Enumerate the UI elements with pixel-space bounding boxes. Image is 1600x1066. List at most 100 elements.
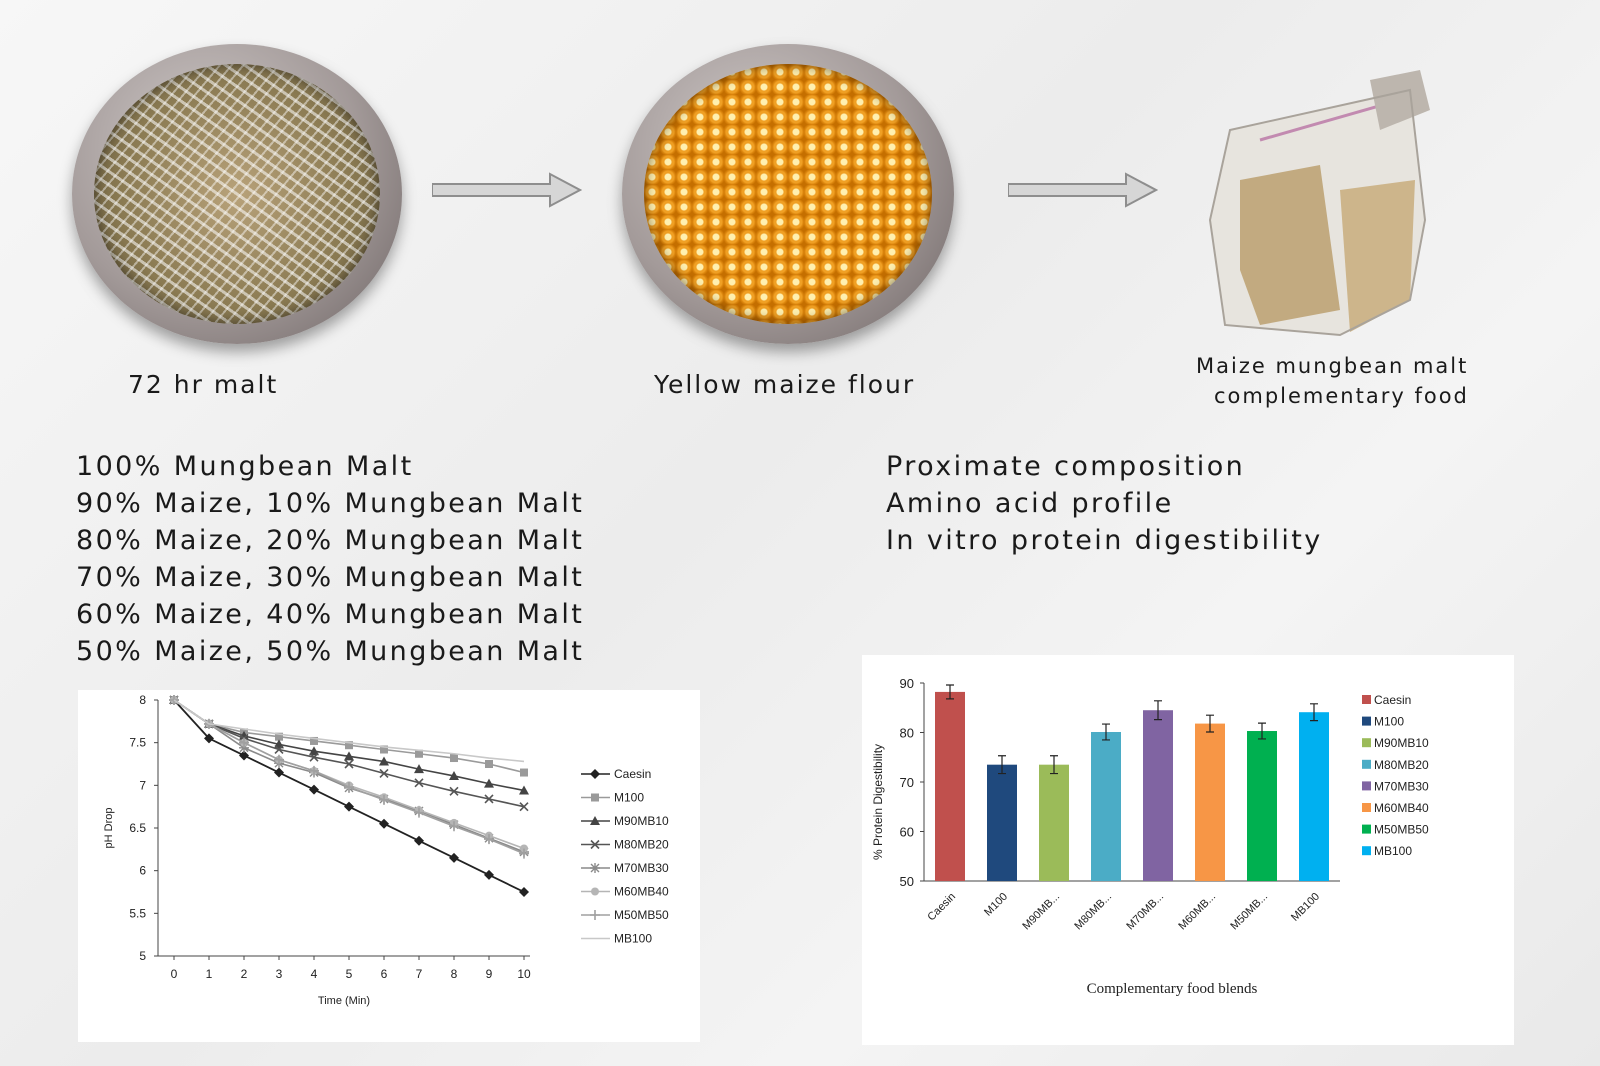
y-tick-label: 70 [900,775,914,790]
data-point [239,750,249,761]
data-point [484,869,494,880]
legend-label: MB100 [1374,844,1412,858]
legend-item: Caesin [581,767,651,781]
error-bar [998,755,1006,775]
ph-drop-line-chart: 5 5.5 6 6.5 7 7.5 8 0 1 2 3 4 5 6 7 8 9 10 Time (Min) pH Dr… [103,693,669,1007]
legend-item: M100 [1362,715,1404,729]
legend-swatch [1362,846,1371,856]
legend-label: M80MB20 [614,838,669,852]
x-tick-label: M50MB... [1228,891,1270,933]
y-axis-title: pH Drop [103,808,115,849]
data-point [379,768,389,778]
legend-label: M60MB40 [614,885,669,899]
analysis-item: Proximate composition [886,451,1246,482]
legend-item: M90MB10 [1362,736,1429,750]
y-tick-label: 5.5 [129,906,146,920]
blend-item: 70% Maize, 30% Mungbean Malt [76,562,585,593]
legend-item: M50MB50 [1362,823,1429,837]
bar [987,764,1017,881]
legend-item: M80MB20 [581,838,669,852]
data-point [520,844,528,853]
x-tick-label: M60MB... [1176,891,1218,933]
data-point [591,793,599,802]
bar-group [1299,703,1329,881]
legend-item: MB100 [1362,844,1412,858]
blend-item: 80% Maize, 20% Mungbean Malt [76,525,585,556]
malt-bowl-image [72,44,402,344]
data-point [379,794,389,805]
data-point [449,852,459,863]
x-tick-label: 5 [346,967,353,981]
legend-swatch [1362,759,1371,769]
data-point [519,802,529,812]
data-point [309,752,319,762]
bar [935,691,965,881]
x-tick-label: 3 [276,967,283,981]
data-point [414,835,424,846]
bar [1247,731,1277,881]
data-point [309,746,319,756]
legend-swatch [1362,781,1371,791]
data-point [204,733,214,744]
legend-item: M80MB20 [1362,758,1429,772]
data-point [309,765,319,776]
blend-item: 100% Mungbean Malt [76,451,414,482]
data-point [274,754,284,765]
y-tick-label: 6.5 [129,821,146,835]
data-point [344,782,354,793]
analysis-list: Proximate composition Amino acid profile… [886,448,1323,559]
x-tick-label: Caesin [925,891,958,924]
ph-drop-chart-panel: 5 5.5 6 6.5 7 7.5 8 0 1 2 3 4 5 6 7 8 9 10 Time (Min) pH Dr… [78,690,700,1042]
data-point [275,732,283,741]
arrow-right-icon [1008,172,1158,208]
bar [1195,723,1225,881]
legend-item: MB100 [581,932,652,946]
data-point [519,785,529,795]
bar [1143,710,1173,881]
data-point [590,769,600,779]
legend-label: MB100 [614,932,652,946]
data-point [449,770,459,780]
y-tick-label: 6 [139,864,146,878]
legend-item: Caesin [1362,693,1411,707]
bar-group [1247,722,1277,881]
legend-item: M70MB30 [581,861,669,875]
error-bar [1258,722,1266,740]
data-point [484,834,494,845]
blend-item: 90% Maize, 10% Mungbean Malt [76,488,585,519]
bar [1091,732,1121,881]
legend-label: M80MB20 [1374,758,1429,772]
food-caption-line2: complementary food [1214,384,1469,408]
data-point [274,744,284,755]
malt-caption: 72 hr malt [128,370,279,399]
x-tick-label: 10 [517,967,531,981]
y-axis-title: % Protein Digestibility [871,744,885,860]
digestibility-chart-panel: 50 60 70 80 90 % Protein Digestibility Caesin M… [862,655,1514,1045]
protein-digestibility-bar-chart: 50 60 70 80 90 % Protein Digestibility Caesin M… [871,676,1429,997]
data-point [519,848,529,859]
data-point [449,786,459,796]
series-M50MB50 [169,695,529,859]
y-tick-label: 50 [900,874,914,889]
x-tick-label: M100 [982,891,1010,919]
x-tick-label: 8 [451,967,458,981]
data-point [484,778,494,788]
x-tick-label: M80MB... [1072,891,1114,933]
data-point [450,754,458,763]
legend-item: M60MB40 [1362,801,1429,815]
legend-swatch [1362,695,1371,704]
data-point [591,887,599,896]
y-tick-label: 7 [139,778,146,792]
legend-item: M70MB30 [1362,779,1429,793]
data-point [415,749,423,758]
x-tick-label: M70MB... [1124,891,1166,933]
blend-item: 60% Maize, 40% Mungbean Malt [76,599,585,630]
y-tick-label: 80 [900,726,914,741]
data-point [274,767,284,778]
bar-group [1039,755,1069,881]
x-tick-label: M90MB... [1020,891,1062,933]
analysis-item: Amino acid profile [886,488,1174,519]
x-tick-label: 2 [241,967,248,981]
legend-swatch [1362,803,1371,812]
x-axis-title: Time (Min) [318,995,370,1007]
